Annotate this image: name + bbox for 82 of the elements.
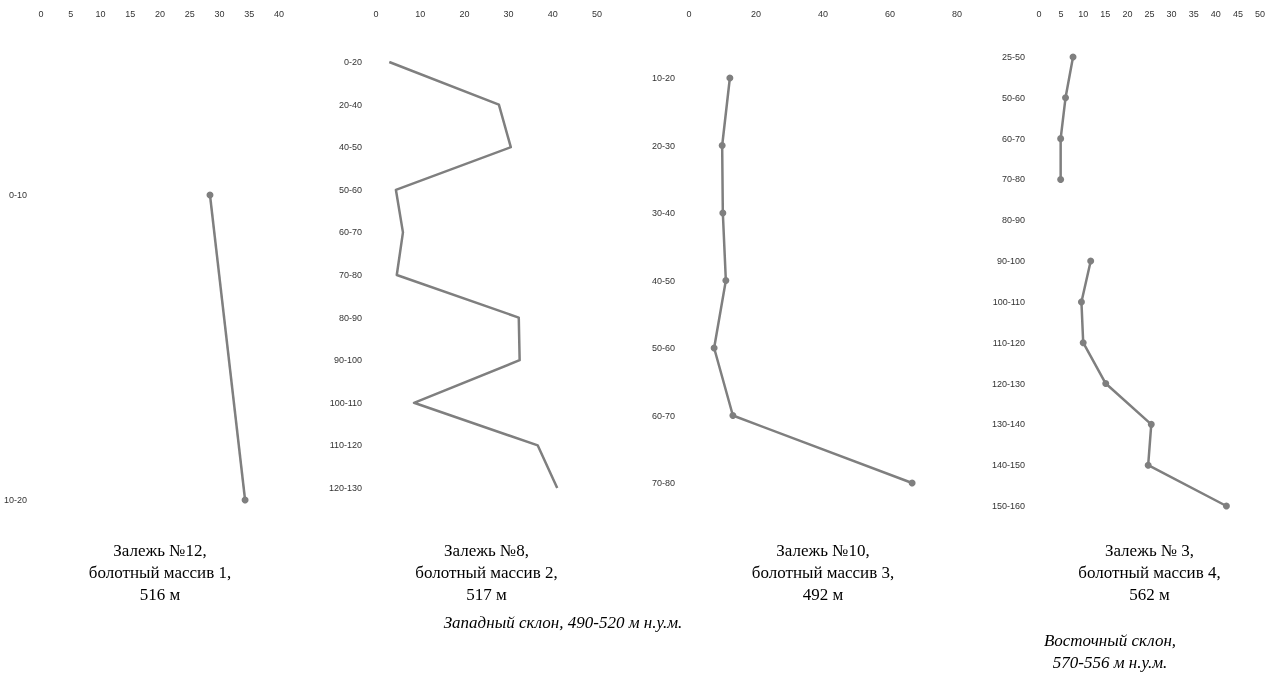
y-tick-label: 20-40	[338, 99, 362, 110]
y-tick-label: 110-120	[992, 337, 1025, 348]
x-tick-label: 40	[1210, 8, 1221, 19]
x-tick-label: 40	[273, 8, 285, 19]
x-tick-label: 30	[214, 8, 225, 19]
y-tick-label: 60-70	[651, 410, 675, 421]
x-tick-label: 10	[95, 8, 106, 19]
text: Восточный склон, 570-556 м н.у.м.	[1042, 630, 1178, 674]
x-tick-label: 30	[1166, 8, 1177, 19]
y-tick-label: 100-110	[992, 296, 1025, 307]
x-tick-label: 60	[884, 8, 896, 19]
x-axis-title: Залежь №10, болотный массив 3, 492 м	[750, 540, 896, 606]
x-tick-label: 80	[951, 8, 963, 19]
y-tick-label: 20-30	[651, 140, 675, 151]
x-tick-label: 0	[1036, 8, 1042, 19]
x-axis-title: Залежь №8, болотный массив 2, 517 м	[414, 540, 559, 606]
point	[1062, 94, 1070, 102]
y-tick-label: 50-60	[651, 343, 675, 353]
y-tick-label: 120-130	[991, 378, 1025, 389]
x-tick-label: 0	[373, 8, 379, 19]
x-tick-label: 20	[750, 8, 762, 19]
y-tick-label: 70-80	[651, 478, 675, 488]
point	[729, 412, 737, 419]
point	[718, 142, 726, 149]
y-tick-label: 25-50	[1001, 52, 1025, 62]
x-tick-label: 0	[686, 8, 692, 19]
x-tick-label: 50	[591, 8, 603, 19]
y-tick-label: 100-110	[329, 397, 362, 408]
x-tick-label: 35	[1188, 8, 1199, 19]
text: Западный склон, 490-520 м н.у.м.	[442, 612, 684, 634]
x-tick-label: 15	[125, 8, 136, 19]
x-tick-label: 5	[1058, 8, 1064, 19]
y-tick-label: 90-100	[333, 355, 362, 366]
point	[1102, 380, 1110, 388]
x-tick-label: 25	[1144, 8, 1155, 19]
x-axis-title: Залежь № 3, болотный массив 4, 562 м	[1077, 540, 1222, 606]
point	[722, 277, 730, 284]
y-tick-label: 50-60	[338, 184, 362, 195]
y-tick-label: 70-80	[338, 270, 362, 280]
y-tick-label: 30-40	[651, 208, 675, 218]
point	[1144, 461, 1152, 469]
y-tick-label: 0-10	[8, 190, 27, 200]
point	[1057, 135, 1065, 143]
x-tick-label: 15	[1100, 8, 1111, 19]
y-tick-label: 50-60	[1001, 92, 1025, 103]
x-tick-label: 20	[1122, 8, 1133, 19]
y-tick-label: 80-90	[338, 312, 362, 323]
x-tick-label: 35	[244, 8, 255, 19]
x-tick-label: 20	[154, 8, 166, 19]
x-tick-label: 5	[68, 8, 74, 19]
x-tick-label: 40	[817, 8, 829, 19]
x-tick-label: 10	[415, 8, 426, 19]
point	[1077, 298, 1085, 306]
x-tick-label: 10	[1078, 8, 1089, 19]
x-tick-label: 25	[184, 8, 195, 19]
y-tick-label: 10-20	[3, 495, 27, 505]
y-tick-label: 120-130	[328, 483, 362, 493]
y-tick-label: 140-150	[991, 460, 1025, 471]
y-tick-label: 40-50	[651, 275, 675, 286]
x-tick-label: 45	[1232, 8, 1243, 19]
point	[1147, 420, 1155, 428]
y-tick-label: 90-100	[996, 256, 1025, 267]
point	[1057, 175, 1065, 183]
y-tick-label: 60-70	[1001, 133, 1025, 144]
x-axis-title: Залежь №12, болотный массив 1, 516 м	[87, 540, 233, 606]
x-tick-label: 50	[1254, 8, 1266, 19]
point	[1079, 339, 1087, 347]
y-tick-label: 10-20	[651, 73, 675, 83]
y-tick-label: 130-140	[991, 419, 1025, 430]
y-tick-label: 80-90	[1001, 215, 1025, 226]
y-tick-label: 110-120	[329, 440, 362, 451]
point	[1222, 502, 1230, 510]
y-tick-label: 40-50	[338, 142, 362, 153]
y-tick-label: 0-20	[343, 57, 362, 67]
point	[1087, 257, 1095, 265]
x-tick-label: 20	[459, 8, 470, 19]
y-tick-label: 70-80	[1001, 174, 1025, 185]
x-tick-label: 30	[503, 8, 514, 19]
x-tick-label: 0	[38, 8, 44, 19]
x-tick-label: 40	[547, 8, 558, 19]
y-tick-label: 60-70	[338, 227, 362, 238]
y-tick-label: 150-160	[991, 501, 1025, 511]
